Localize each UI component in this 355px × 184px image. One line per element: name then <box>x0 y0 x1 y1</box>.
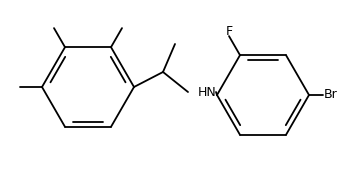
Text: HN: HN <box>198 86 217 98</box>
Text: Br: Br <box>324 89 338 102</box>
Text: F: F <box>225 25 233 38</box>
